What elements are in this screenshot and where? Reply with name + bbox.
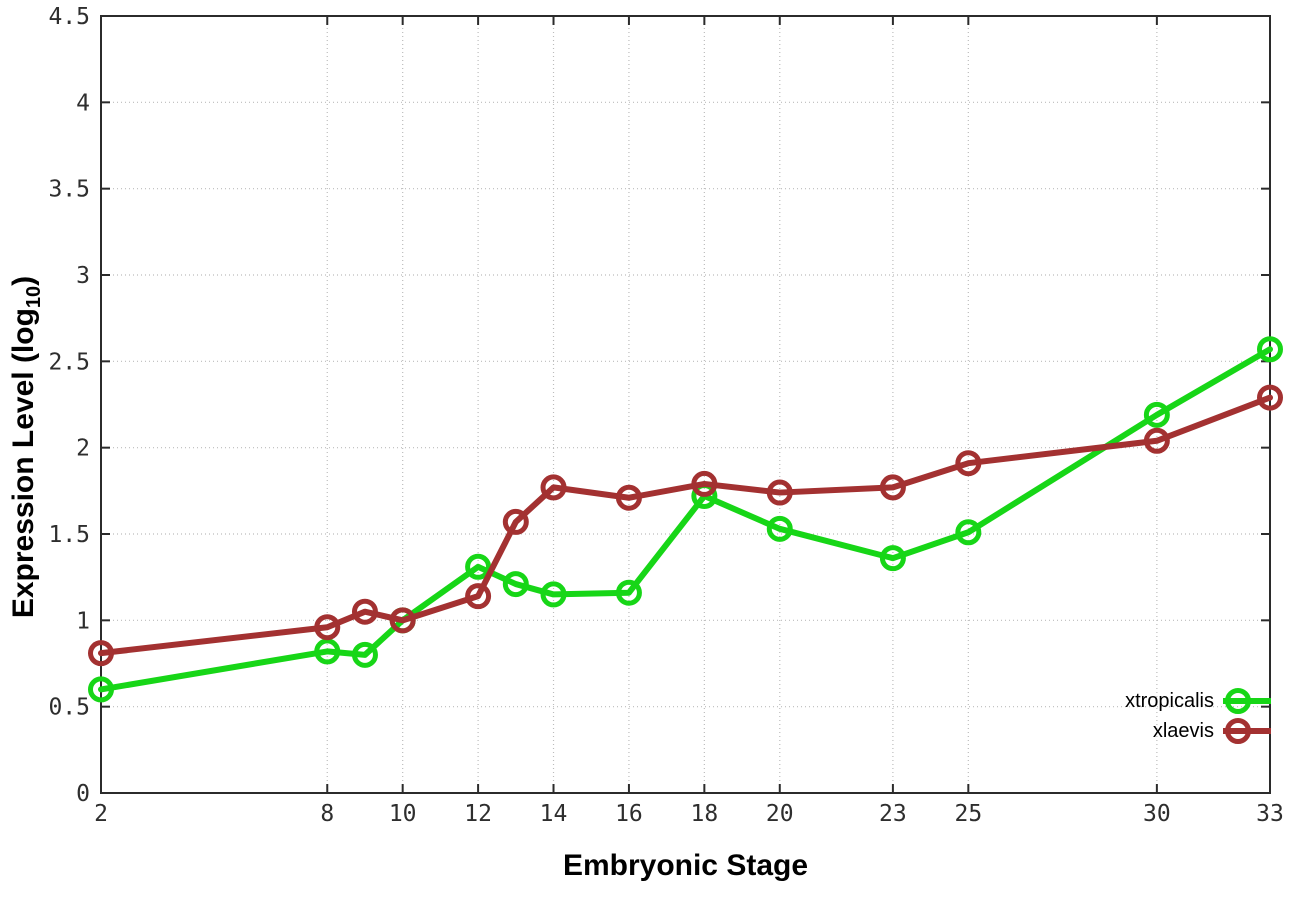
gridlines: [101, 16, 1270, 793]
x-tick-label: 18: [691, 801, 719, 827]
x-tick-label: 8: [320, 801, 334, 827]
x-tick-label: 30: [1143, 801, 1171, 827]
series-xlaevis-point: [88, 640, 114, 667]
tick-labels: 2 8 10 12 14 16 18 20 23 25 30 33 0 0.5 1 1.5 2 2.5 3 3.5 4 4…: [48, 4, 1283, 827]
series-xlaevis-point: [351, 598, 378, 625]
series-xlaevis-point: [955, 450, 982, 477]
series-xlaevis-point: [314, 614, 341, 641]
series-xlaevis-point: [615, 484, 642, 511]
y-tick-label: 0: [76, 781, 90, 807]
series-xtropicalis-point: [615, 579, 642, 606]
legend-item-xlaevis: xlaevis: [1125, 716, 1271, 746]
x-tick-label: 12: [464, 801, 492, 827]
y-axis-label-subscript: 10: [23, 285, 45, 309]
series-xlaevis-point: [879, 474, 906, 501]
series-xtropicalis-point: [502, 571, 529, 598]
y-tick-label: 1: [76, 608, 90, 634]
series-xtropicalis-point: [766, 515, 793, 542]
legend-marker-xlaevis: [1223, 718, 1271, 744]
series-xlaevis-point: [1143, 427, 1170, 454]
y-tick-label: 2: [76, 436, 90, 462]
series-xtropicalis-point: [465, 553, 492, 580]
x-tick-label: 25: [954, 801, 982, 827]
legend-label-xlaevis: xlaevis: [1152, 719, 1214, 742]
legend-item-xtropicalis: xtropicalis: [1125, 686, 1271, 716]
series-xtropicalis-point: [88, 676, 114, 703]
series-xlaevis-point: [465, 583, 492, 610]
y-axis-label-close: ): [7, 275, 40, 286]
x-tick-label: 23: [879, 801, 907, 827]
y-axis-label-main: Expression Level (log: [7, 308, 40, 619]
x-tick-label: 20: [766, 801, 794, 827]
series-xlaevis-point: [540, 474, 567, 501]
x-tick-label: 14: [540, 801, 568, 827]
series-xtropicalis-point: [1143, 401, 1170, 428]
series-xlaevis: [88, 384, 1283, 667]
series-xtropicalis-point: [351, 641, 378, 668]
x-axis-label: Embryonic Stage: [562, 849, 809, 882]
legend-label-xtropicalis: xtropicalis: [1125, 689, 1214, 712]
series-xlaevis-point: [766, 479, 793, 506]
series-xtropicalis-point: [879, 545, 906, 572]
series-xtropicalis-line: [98, 346, 1273, 693]
series-xlaevis-point: [691, 470, 718, 497]
series-xtropicalis: [88, 336, 1283, 703]
y-tick-label: 3: [76, 263, 90, 289]
x-tick-label: 2: [94, 801, 108, 827]
y-tick-label: 0.5: [48, 695, 90, 721]
x-tick-label: 10: [389, 801, 417, 827]
y-tick-label: 3.5: [48, 177, 90, 203]
series-xlaevis-point: [389, 607, 416, 634]
legend: xtropicalis xlaevis: [1125, 686, 1271, 746]
series-xtropicalis-point: [1257, 336, 1283, 363]
x-tick-label: 33: [1256, 801, 1284, 827]
x-tick-label: 16: [615, 801, 643, 827]
y-tick-label: 4.5: [48, 4, 90, 30]
axes: [100, 15, 1271, 794]
series-xlaevis-point: [1257, 384, 1283, 411]
legend-marker-xtropicalis: [1223, 688, 1271, 714]
y-tick-label: 1.5: [48, 522, 90, 548]
y-tick-label: 2.5: [48, 349, 90, 375]
y-tick-label: 4: [76, 90, 90, 116]
series-xtropicalis-point: [955, 519, 982, 546]
series-xtropicalis-point: [540, 581, 567, 608]
y-axis-label: Expression Level (log10): [7, 275, 45, 619]
series-xlaevis-line: [98, 394, 1273, 657]
series-xlaevis-point: [502, 508, 529, 535]
series-xtropicalis-point: [314, 638, 341, 665]
